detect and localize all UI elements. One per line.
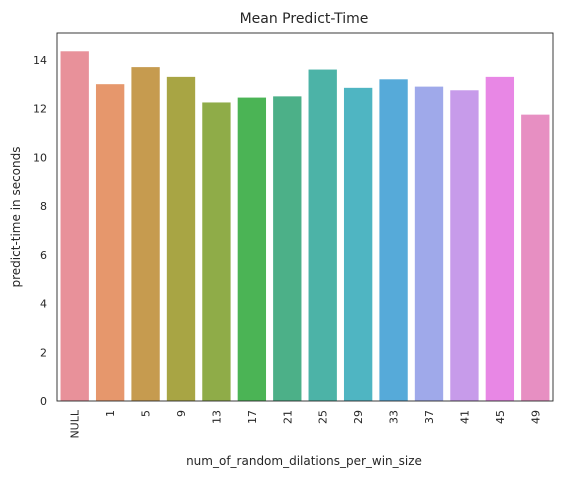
x-tick-label: 29 (352, 410, 365, 424)
y-tick-label: 12 (33, 103, 47, 116)
x-axis: NULL 1 5 9 13 17 21 25 29 33 37 41 45 49 (69, 409, 543, 438)
x-tick-label: NULL (69, 409, 82, 438)
y-axis: 0 2 4 6 8 10 12 14 (33, 54, 47, 408)
bar-25 (308, 69, 337, 402)
x-tick-label: 1 (104, 410, 117, 417)
bar-1 (95, 84, 125, 402)
bar-17 (237, 97, 267, 402)
bar-37 (414, 86, 444, 401)
bar-49 (521, 114, 550, 401)
bar-41 (450, 90, 479, 402)
bar-33 (379, 79, 408, 402)
bar-5 (131, 67, 160, 401)
plot-frame (56, 32, 554, 402)
x-tick-label: 13 (210, 410, 223, 424)
y-tick-label: 10 (33, 151, 47, 164)
bar-21 (273, 96, 302, 402)
y-tick-label: 4 (40, 298, 47, 311)
bar-null (60, 51, 89, 402)
x-tick-label: 5 (140, 410, 153, 417)
bars-group (60, 51, 550, 402)
bar-9 (166, 76, 196, 401)
y-tick-label: 2 (40, 346, 47, 359)
x-tick-label: 25 (317, 410, 330, 424)
x-tick-label: 45 (494, 410, 507, 424)
y-tick-label: 0 (40, 395, 47, 408)
chart-title: Mean Predict-Time (240, 11, 369, 27)
x-tick-label: 17 (246, 410, 259, 424)
y-tick-label: 14 (33, 54, 47, 67)
x-tick-label: 21 (281, 410, 294, 424)
bar-45 (485, 76, 515, 401)
x-axis-label: num_of_random_dilations_per_win_size (186, 454, 422, 468)
x-tick-label: 33 (388, 410, 401, 424)
x-tick-label: 41 (458, 410, 471, 424)
y-tick-label: 6 (40, 249, 47, 262)
y-axis-label: predict-time in seconds (9, 147, 23, 288)
bar-13 (202, 102, 231, 401)
x-tick-label: 37 (423, 410, 436, 424)
bar-29 (343, 87, 373, 401)
x-tick-label: 49 (529, 410, 542, 424)
x-tick-label: 9 (175, 410, 188, 417)
y-tick-label: 8 (40, 200, 47, 213)
